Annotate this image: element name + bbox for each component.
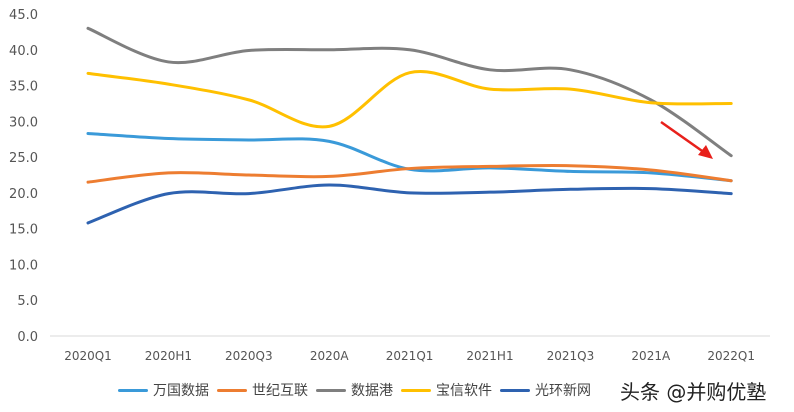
series-line-2 — [86, 26, 733, 158]
legend-item: 世纪互联 — [217, 380, 308, 400]
y-tick-label: 10.0 — [9, 258, 38, 273]
annotation-arrow-shaft — [660, 120, 706, 155]
line-chart: 0.0 5.0 10.0 15.0 20.0 25.0 30.0 35.0 40.0 45.0 20… — [9, 8, 770, 363]
x-tick-label: 2021Q1 — [386, 349, 434, 363]
y-tick-label: 15.0 — [9, 223, 38, 238]
legend-item: 万国数据 — [118, 380, 209, 400]
y-tick-label: 40.0 — [9, 44, 38, 59]
legend-label: 世纪互联 — [252, 383, 308, 399]
legend: 万国数据 世纪互联 数据港 宝信软件 光环新网 — [118, 380, 599, 400]
x-tick-label: 2021A — [631, 349, 671, 363]
legend-swatch — [500, 388, 530, 392]
y-tick-label: 35.0 — [9, 80, 38, 95]
legend-swatch — [118, 388, 148, 392]
y-tick-label: 45.0 — [9, 8, 38, 23]
y-tick-label: 0.0 — [17, 330, 38, 345]
y-tick-label: 30.0 — [9, 115, 38, 130]
legend-swatch — [316, 388, 346, 392]
legend-swatch — [217, 388, 247, 392]
x-tick-label: 2021H1 — [466, 349, 513, 363]
annotation-arrow-head — [698, 145, 713, 159]
watermark: 头条 @并购优塾 — [620, 380, 767, 404]
x-tick-label: 2021Q3 — [547, 349, 595, 363]
legend-label: 光环新网 — [535, 383, 591, 399]
legend-swatch — [401, 388, 431, 392]
x-tick-label: 2020H1 — [145, 349, 192, 363]
y-tick-label: 20.0 — [9, 187, 38, 202]
legend-item: 数据港 — [316, 380, 393, 400]
x-tick-label: 2020Q1 — [64, 349, 112, 363]
x-tick-label: 2020A — [310, 349, 350, 363]
legend-item: 光环新网 — [500, 380, 591, 400]
series-line-4 — [86, 183, 733, 225]
legend-label: 宝信软件 — [436, 383, 492, 399]
legend-label: 万国数据 — [153, 383, 209, 399]
legend-item: 宝信软件 — [401, 380, 492, 400]
y-tick-label: 25.0 — [9, 151, 38, 166]
x-tick-label: 2022Q1 — [707, 349, 755, 363]
legend-label: 数据港 — [351, 383, 393, 399]
x-tick-label: 2020Q3 — [225, 349, 273, 363]
series-line-1 — [86, 163, 733, 184]
series-line-3 — [86, 70, 733, 129]
y-tick-label: 5.0 — [17, 294, 38, 309]
